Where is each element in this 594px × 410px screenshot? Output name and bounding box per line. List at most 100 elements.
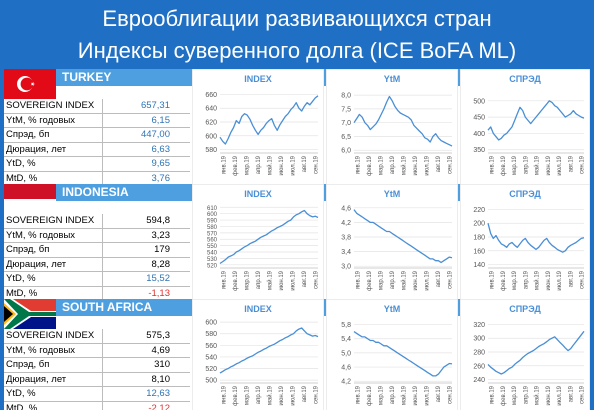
x-tick-label: июл.19 xyxy=(557,385,563,405)
x-tick-label: июл.19 xyxy=(291,155,297,175)
x-tick-label: авг.19 xyxy=(436,385,442,402)
x-tick-label: мар.19 xyxy=(379,155,385,175)
y-tick-label: 6,5 xyxy=(341,134,351,141)
chart-turkey-index: INDEX 580 600 620 640 660 янв.19 фев.19 мар.19 ап… xyxy=(192,69,324,186)
chart-frame xyxy=(460,184,590,301)
y-tick-label: 5,0 xyxy=(341,350,351,357)
x-tick-label: июн.19 xyxy=(546,385,552,405)
country-name: INDONESIA xyxy=(62,185,129,199)
page-subtitle: Индексы суверенного долга (ICE BoFA ML) xyxy=(77,38,517,63)
x-tick-label: сен.19 xyxy=(580,385,586,404)
series-line xyxy=(353,331,453,377)
stat-value: -1,13 xyxy=(102,286,172,301)
y-tick-label: 280 xyxy=(473,350,485,357)
x-tick-label: сен.19 xyxy=(448,155,454,174)
x-tick-label: июл.19 xyxy=(291,270,297,290)
stat-value: 179 xyxy=(102,243,172,257)
x-tick-label: фев.19 xyxy=(367,155,373,175)
country-section-south-africa: SOUTH AFRICA SOVEREIGN INDEX 575,3 YtM, %… xyxy=(4,299,590,410)
stat-label: YtD, % xyxy=(6,273,36,284)
chart-svg: YtM 4,2 4,6 5,0 5,4 5,8 янв.19 фев.19 мар.19 апр.… xyxy=(326,299,458,410)
stat-row: YtM, % годовых 3,23 xyxy=(4,228,190,243)
x-tick-label: май.19 xyxy=(401,385,408,405)
x-tick-label: июн.19 xyxy=(413,155,419,175)
x-tick-label: авг.19 xyxy=(302,155,308,172)
chart-title: СПРЭД xyxy=(509,74,541,84)
chart-frame xyxy=(326,69,458,186)
chart-south-africa-ytm: YtM 4,2 4,6 5,0 5,4 5,8 янв.19 фев.19 мар.19 апр.… xyxy=(326,299,458,410)
y-tick-label: 610 xyxy=(207,206,218,212)
x-tick-label: май.19 xyxy=(401,270,408,290)
x-tick-label: авг.19 xyxy=(568,270,574,287)
y-tick-label: 580 xyxy=(207,225,218,231)
stat-row: SOVEREIGN INDEX 575,3 xyxy=(4,329,190,344)
x-tick-label: июн.19 xyxy=(546,155,552,175)
y-tick-label: 4,2 xyxy=(341,220,351,227)
stat-value: 310 xyxy=(102,358,172,372)
x-tick-label: апр.19 xyxy=(390,270,396,289)
stat-label: YtD, % xyxy=(6,158,36,169)
x-tick-label: сен.19 xyxy=(580,155,586,174)
stat-label: Дюрация, лет xyxy=(6,143,67,155)
stat-row: Дюрация, лет 8,10 xyxy=(4,372,190,387)
y-tick-label: 6,0 xyxy=(341,148,351,155)
stat-row: YtD, % 9,65 xyxy=(4,157,190,172)
series-line xyxy=(219,209,319,265)
stat-value: 15,52 xyxy=(102,272,172,286)
x-tick-label: янв.19 xyxy=(490,270,496,289)
chart-south-africa-spread: СПРЭД 240 260 280 300 320 янв.19 фев.19 мар.19 ап… xyxy=(460,299,590,410)
stat-label: Спрэд, бп xyxy=(6,129,50,140)
x-tick-label: янв.19 xyxy=(490,155,496,174)
series-line xyxy=(487,100,585,141)
stat-value: 575,3 xyxy=(102,329,172,343)
x-tick-label: фев.19 xyxy=(233,155,239,175)
stat-value: 4,69 xyxy=(102,343,172,358)
x-tick-label: сен.19 xyxy=(448,270,454,289)
y-tick-label: 260 xyxy=(473,363,485,370)
stat-value: 3,23 xyxy=(102,228,172,243)
chart-svg: INDEX 580 600 620 640 660 янв.19 фев.19 мар.19 ап… xyxy=(192,69,324,186)
x-tick-label: фев.19 xyxy=(501,270,507,290)
y-tick-label: 560 xyxy=(207,238,218,244)
x-tick-label: май.19 xyxy=(267,155,274,175)
stat-label: YtD, % xyxy=(6,388,36,399)
stat-label: Дюрация, лет xyxy=(6,258,67,270)
x-tick-label: мар.19 xyxy=(379,385,385,405)
y-tick-label: 600 xyxy=(205,320,217,327)
x-tick-label: июн.19 xyxy=(279,385,285,405)
x-tick-label: май.19 xyxy=(534,385,541,405)
y-tick-label: 570 xyxy=(207,231,218,237)
y-tick-label: 300 xyxy=(473,336,485,343)
stat-value: 12,63 xyxy=(102,387,172,401)
chart-indonesia-index: INDEX 520 530 540 550 560 570 580 590 600 610 янв.1… xyxy=(192,184,324,301)
stat-row: MtD, % -2,12 xyxy=(4,401,190,410)
y-tick-label: 580 xyxy=(205,147,217,154)
y-tick-label: 160 xyxy=(473,248,485,255)
chart-indonesia-spread: СПРЭД 140 160 180 200 220 янв.19 фев.19 мар.19 ап… xyxy=(460,184,590,301)
x-tick-label: сен.19 xyxy=(580,270,586,289)
x-tick-label: мар.19 xyxy=(245,270,251,290)
x-tick-label: мар.19 xyxy=(512,270,518,290)
x-tick-label: авг.19 xyxy=(436,155,442,172)
y-tick-label: 540 xyxy=(205,354,217,361)
stat-row: Спрэд, бп 447,00 xyxy=(4,128,190,143)
x-tick-label: июл.19 xyxy=(557,270,563,290)
chart-svg: СПРЭД 240 260 280 300 320 янв.19 фев.19 мар.19 ап… xyxy=(460,299,590,410)
x-tick-label: фев.19 xyxy=(233,385,239,405)
x-tick-label: июн.19 xyxy=(546,270,552,290)
x-tick-label: фев.19 xyxy=(501,385,507,405)
x-tick-label: авг.19 xyxy=(436,270,442,287)
x-tick-label: янв.19 xyxy=(222,385,228,404)
stat-label: MtD, % xyxy=(6,287,38,299)
stat-row: YtM, % годовых 6,15 xyxy=(4,113,190,128)
chart-title: СПРЭД xyxy=(509,304,541,314)
x-tick-label: авг.19 xyxy=(302,270,308,287)
x-tick-label: апр.19 xyxy=(390,385,396,404)
y-tick-label: 3,0 xyxy=(341,264,351,271)
y-tick-label: 140 xyxy=(473,262,485,269)
stats-table-south-africa: SOVEREIGN INDEX 575,3 YtM, % годовых 4,69 … xyxy=(4,329,190,410)
chart-title: СПРЭД xyxy=(509,189,541,199)
x-tick-label: мар.19 xyxy=(512,385,518,405)
stat-label: MtD, % xyxy=(6,402,38,410)
x-tick-label: фев.19 xyxy=(367,270,373,290)
